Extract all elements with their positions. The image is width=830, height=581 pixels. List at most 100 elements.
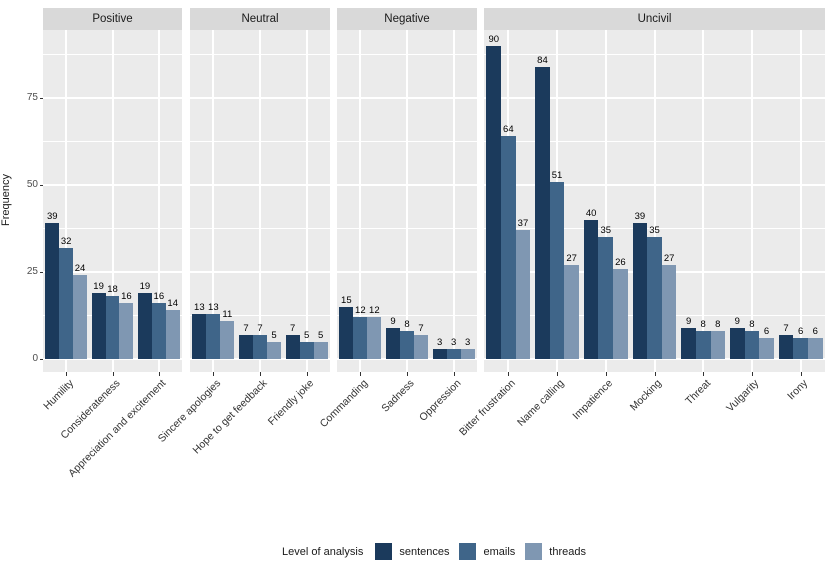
- bar-value-label: 3: [437, 336, 443, 348]
- bar-value-label: 35: [649, 225, 660, 237]
- legend-item-emails: emails: [459, 543, 515, 560]
- x-category-label: Irony: [785, 377, 811, 403]
- bar-value-label: 27: [566, 253, 577, 265]
- bar-value-label: 7: [290, 322, 296, 334]
- bar-value-label: 9: [390, 315, 396, 327]
- bar-name-calling-threads: [564, 265, 579, 359]
- bar-name-calling-emails: [549, 181, 565, 359]
- major-gridline-vertical: [653, 30, 656, 372]
- legend-label-sentences: sentences: [399, 545, 450, 558]
- x-tick-mark: [557, 372, 559, 376]
- x-tick-mark: [800, 372, 802, 376]
- x-category-label: Impatience: [570, 377, 616, 423]
- legend: Level of analysis sentences emails threads: [43, 543, 825, 560]
- bar-considerateness-threads: [119, 303, 134, 359]
- x-category-label: Bitter frustration: [457, 377, 519, 439]
- major-gridline-vertical: [65, 30, 68, 372]
- legend-swatch-emails: [459, 543, 477, 560]
- y-tick-label: 75: [26, 92, 38, 103]
- bar-value-label: 12: [369, 305, 380, 317]
- facet-panel-positive: 39 32 24 19 18 16 19 16 14: [43, 30, 182, 372]
- x-tick-mark: [260, 372, 261, 376]
- major-gridline-vertical: [799, 30, 802, 372]
- bar-considerateness-emails: [105, 296, 120, 359]
- bar-vulgarity-threads: [759, 338, 774, 359]
- y-tick-mark: [40, 185, 43, 186]
- y-axis-title: Frequency: [0, 174, 12, 226]
- x-category-label: Mocking: [628, 377, 665, 414]
- x-tick-mark: [605, 372, 607, 376]
- bar-value-label: 3: [451, 336, 457, 348]
- legend-item-threads: threads: [525, 543, 586, 560]
- y-tick-label: 25: [26, 266, 38, 277]
- bar-value-label: 35: [600, 225, 612, 237]
- bar-value-label: 64: [503, 124, 514, 136]
- bar-value-label: 39: [46, 211, 58, 223]
- bar-humility-threads: [73, 275, 87, 359]
- bar-threat-threads: [710, 331, 726, 359]
- x-category-label: Sadness: [379, 377, 417, 415]
- facet-panel-negative: 15 12 12 9 8 7 3 3 3: [337, 30, 477, 372]
- y-tick-label: 0: [32, 353, 38, 364]
- bar-value-label: 5: [271, 329, 277, 341]
- bar-humility-sentences: [45, 223, 60, 359]
- facet-strip-label: Uncivil: [637, 13, 672, 25]
- bar-value-label: 3: [465, 336, 471, 348]
- x-category-label: Name calling: [515, 377, 567, 429]
- bar-value-label: 37: [517, 218, 529, 230]
- facet-strip-uncivil: Uncivil: [484, 8, 825, 30]
- x-category-label: Threat: [683, 377, 713, 408]
- bar-value-label: 7: [418, 322, 424, 334]
- bar-appreciation-and-excitement-threads: [165, 310, 180, 359]
- bar-commanding-sentences: [339, 306, 354, 359]
- bar-friendly-joke-threads: [313, 341, 328, 359]
- major-gridline-vertical: [305, 30, 308, 372]
- bar-bitter-frustration-threads: [515, 230, 531, 359]
- facet-panel-neutral: 13 13 11 7 7 5 7 5 5: [190, 30, 330, 372]
- bar-irony-emails: [793, 338, 808, 359]
- facet-strip-negative: Negative: [337, 8, 477, 30]
- bar-hope-to-get-feedback-threads: [267, 341, 281, 359]
- major-gridline-vertical: [157, 30, 160, 372]
- bar-value-label: 27: [663, 253, 675, 265]
- bar-impatience-emails: [598, 237, 614, 359]
- bar-threat-emails: [695, 331, 711, 359]
- facet-strip-label: Neutral: [241, 13, 279, 25]
- major-gridline-vertical: [604, 30, 607, 372]
- bar-value-label: 51: [551, 169, 563, 181]
- x-category-label: Vulgarity: [724, 377, 762, 415]
- legend-item-sentences: sentences: [375, 543, 449, 560]
- major-gridline-vertical: [212, 30, 215, 372]
- bar-irony-threads: [807, 338, 823, 359]
- major-gridline-vertical: [702, 30, 705, 372]
- bar-value-label: 12: [355, 305, 366, 317]
- bar-oppression-emails: [446, 348, 461, 359]
- bar-value-label: 8: [700, 319, 706, 331]
- bar-mocking-threads: [661, 265, 677, 359]
- bar-considerateness-sentences: [91, 292, 106, 359]
- bar-value-label: 7: [783, 322, 789, 334]
- x-tick-mark: [703, 372, 705, 376]
- major-gridline-vertical: [359, 30, 362, 372]
- legend-title: Level of analysis: [282, 545, 364, 558]
- major-gridline-vertical: [750, 30, 753, 372]
- facet-strip-neutral: Neutral: [190, 8, 330, 30]
- legend-swatch-threads: [525, 543, 543, 560]
- bar-bitter-frustration-emails: [501, 136, 516, 359]
- bar-sincere-apologies-emails: [206, 313, 221, 359]
- x-tick-mark: [158, 372, 160, 376]
- bar-name-calling-sentences: [535, 66, 550, 359]
- bar-value-label: 40: [585, 207, 597, 219]
- major-gridline-vertical: [452, 30, 455, 372]
- y-tick-mark: [40, 98, 43, 99]
- x-tick-mark: [112, 372, 114, 376]
- y-tick-mark: [40, 359, 43, 360]
- bar-value-label: 5: [318, 329, 324, 341]
- bar-value-label: 8: [749, 319, 755, 331]
- bar-vulgarity-emails: [744, 331, 760, 359]
- bar-value-label: 8: [715, 319, 721, 331]
- bar-impatience-threads: [613, 268, 628, 359]
- bar-value-label: 32: [60, 235, 72, 247]
- x-category-label: Friendly joke: [265, 377, 317, 428]
